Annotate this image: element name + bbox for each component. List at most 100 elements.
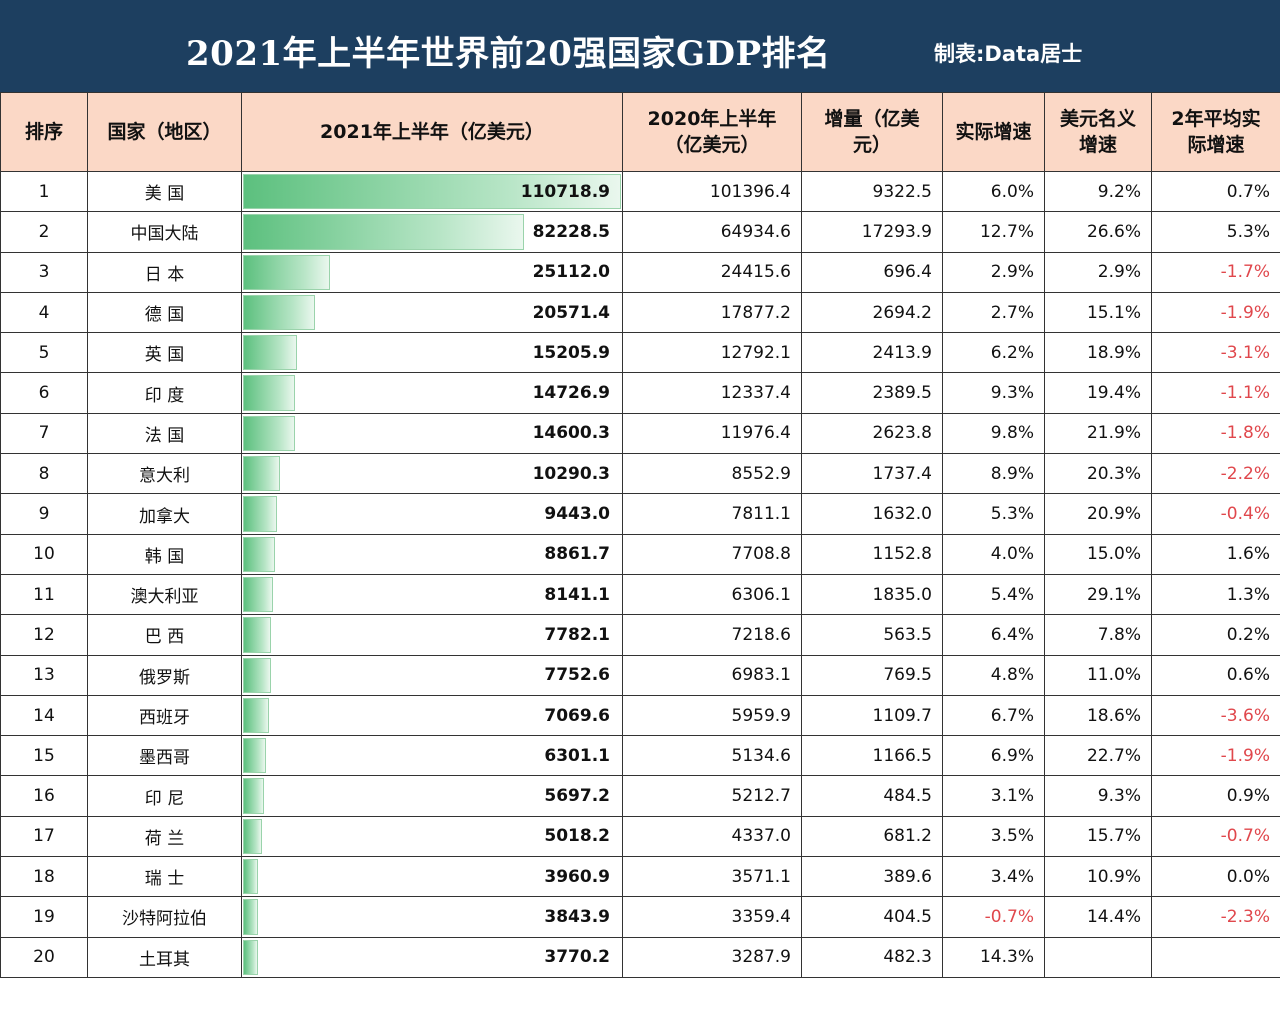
real-growth-cell: 6.9% — [942, 735, 1045, 777]
country-cell: 日 本 — [87, 251, 242, 293]
gdp-data-bar — [243, 576, 273, 613]
gdp-2020-cell: 4337.0 — [622, 815, 802, 858]
gdp-data-bar — [243, 939, 258, 975]
rank-cell: 1 — [0, 170, 88, 213]
gdp-data-bar — [243, 335, 297, 371]
rank-cell: 9 — [0, 493, 88, 535]
avg-growth-cell: 0.2% — [1151, 614, 1280, 656]
country-cell: 西班牙 — [87, 694, 242, 737]
gdp-2020-cell: 7708.8 — [622, 533, 802, 575]
gdp-2021-cell: 14600.3 — [241, 412, 623, 455]
gdp-value-label: 8141.1 — [544, 584, 610, 605]
gdp-2020-cell: 3571.1 — [622, 856, 802, 898]
nominal-growth-cell: 15.0% — [1044, 533, 1152, 575]
avg-growth-cell: 1.6% — [1151, 533, 1280, 575]
avg-growth-cell: -0.7% — [1151, 815, 1280, 858]
rank-cell: 7 — [0, 412, 88, 455]
country-cell: 俄罗斯 — [87, 654, 242, 696]
nominal-growth-cell: 7.8% — [1044, 614, 1152, 656]
rank-cell: 18 — [0, 856, 88, 898]
gdp-2021-cell: 3843.9 — [241, 896, 623, 938]
table-row: 9 加拿大 9443.0 7811.1 1632.0 5.3% 20.9% -0.4% — [0, 493, 1280, 535]
nominal-growth-cell: 20.9% — [1044, 493, 1152, 535]
gdp-2021-cell: 5697.2 — [241, 775, 623, 817]
gdp-2020-cell: 6306.1 — [622, 573, 802, 616]
increase-cell: 389.6 — [801, 856, 943, 898]
increase-cell: 696.4 — [801, 251, 943, 293]
avg-growth-cell: 0.6% — [1151, 654, 1280, 696]
country-cell: 土耳其 — [87, 936, 242, 978]
real-growth-cell: 6.4% — [942, 614, 1045, 656]
real-growth-cell: 3.1% — [942, 775, 1045, 817]
gdp-2020-cell: 101396.4 — [622, 170, 802, 213]
increase-cell: 769.5 — [801, 654, 943, 696]
gdp-2020-cell: 5134.6 — [622, 735, 802, 777]
gdp-2020-cell: 11976.4 — [622, 412, 802, 455]
nominal-growth-cell: 26.6% — [1044, 211, 1152, 253]
table-row: 12 巴 西 7782.1 7218.6 563.5 6.4% 7.8% 0.2% — [0, 614, 1280, 656]
country-cell: 巴 西 — [87, 614, 242, 656]
rank-cell: 4 — [0, 291, 88, 334]
real-growth-cell: 5.3% — [942, 493, 1045, 535]
table-row: 10 韩 国 8861.7 7708.8 1152.8 4.0% 15.0% 1.6% — [0, 533, 1280, 575]
col-header-country: 国家（地区） — [87, 92, 242, 172]
country-cell: 韩 国 — [87, 533, 242, 575]
rank-cell: 13 — [0, 654, 88, 696]
author-credit: 制表:Data居士 — [934, 42, 1083, 66]
increase-cell: 2389.5 — [801, 372, 943, 414]
gdp-2021-cell: 9443.0 — [241, 493, 623, 535]
col-header-nominal-growth: 美元名义增速 — [1044, 92, 1152, 172]
avg-growth-cell: 0.9% — [1151, 775, 1280, 817]
gdp-2021-cell: 10290.3 — [241, 453, 623, 495]
avg-growth-cell: -3.1% — [1151, 332, 1280, 374]
increase-cell: 2623.8 — [801, 412, 943, 455]
rank-cell: 15 — [0, 735, 88, 777]
nominal-growth-cell: 2.9% — [1044, 251, 1152, 293]
gdp-data-bar — [243, 859, 259, 895]
real-growth-cell: 9.8% — [942, 412, 1045, 455]
gdp-2020-cell: 6983.1 — [622, 654, 802, 696]
table-row: 18 瑞 士 3960.9 3571.1 389.6 3.4% 10.9% 0.0% — [0, 856, 1280, 898]
gdp-value-label: 8861.7 — [544, 544, 610, 565]
gdp-2020-cell: 24415.6 — [622, 251, 802, 293]
avg-growth-cell: 0.0% — [1151, 856, 1280, 898]
gdp-value-label: 10290.3 — [532, 463, 610, 484]
gdp-value-label: 5697.2 — [544, 786, 610, 807]
gdp-data-bar — [243, 415, 295, 452]
gdp-2021-cell: 82228.5 — [241, 211, 623, 253]
gdp-value-label: 14726.9 — [532, 383, 610, 404]
nominal-growth-cell: 9.3% — [1044, 775, 1152, 817]
real-growth-cell: 5.4% — [942, 573, 1045, 616]
increase-cell: 2413.9 — [801, 332, 943, 374]
gdp-data-bar — [243, 818, 263, 855]
gdp-2020-cell: 64934.6 — [622, 211, 802, 253]
country-cell: 中国大陆 — [87, 211, 242, 253]
rank-cell: 6 — [0, 372, 88, 414]
nominal-growth-cell: 15.7% — [1044, 815, 1152, 858]
gdp-data-bar — [243, 174, 621, 210]
nominal-growth-cell: 22.7% — [1044, 735, 1152, 777]
avg-growth-cell: 5.3% — [1151, 211, 1280, 253]
nominal-growth-cell: 29.1% — [1044, 573, 1152, 616]
gdp-data-bar — [243, 456, 280, 492]
gdp-2021-cell: 5018.2 — [241, 815, 623, 858]
gdp-2020-cell: 3359.4 — [622, 896, 802, 938]
gdp-value-label: 25112.0 — [532, 262, 610, 283]
rank-cell: 20 — [0, 936, 88, 978]
real-growth-cell: 6.7% — [942, 694, 1045, 737]
gdp-value-label: 82228.5 — [532, 221, 610, 242]
increase-cell: 1152.8 — [801, 533, 943, 575]
increase-cell: 681.2 — [801, 815, 943, 858]
increase-cell: 1632.0 — [801, 493, 943, 535]
table-row: 8 意大利 10290.3 8552.9 1737.4 8.9% 20.3% -2.2% — [0, 453, 1280, 495]
table-row: 19 沙特阿拉伯 3843.9 3359.4 404.5 -0.7% 14.4% -2.3% — [0, 896, 1280, 938]
real-growth-cell: 12.7% — [942, 211, 1045, 253]
gdp-value-label: 7752.6 — [544, 665, 610, 686]
table-row: 2 中国大陆 82228.5 64934.6 17293.9 12.7% 26.6% 5.3% — [0, 211, 1280, 253]
avg-growth-cell: -2.3% — [1151, 896, 1280, 938]
table-row: 13 俄罗斯 7752.6 6983.1 769.5 4.8% 11.0% 0.6% — [0, 654, 1280, 696]
gdp-data-bar — [243, 214, 525, 250]
gdp-data-bar — [243, 496, 278, 532]
